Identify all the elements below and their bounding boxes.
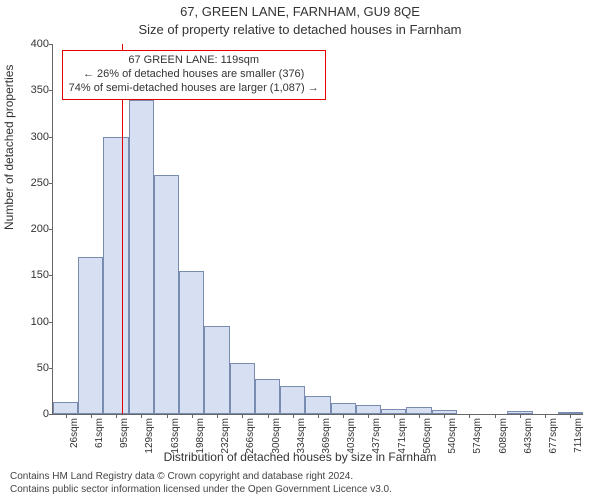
x-tick-mark [368, 414, 369, 418]
x-tick-label: 574sqm [472, 418, 483, 454]
x-tick-mark [141, 414, 142, 418]
x-tick-mark [91, 414, 92, 418]
x-tick-label: 334sqm [296, 418, 307, 454]
y-tick-mark [49, 322, 53, 323]
x-tick-label: 300sqm [271, 418, 282, 454]
x-tick-label: 95sqm [119, 418, 130, 448]
x-tick-label: 437sqm [371, 418, 382, 454]
x-tick-mark [495, 414, 496, 418]
x-tick-label: 61sqm [94, 418, 105, 448]
x-tick-label: 198sqm [195, 418, 206, 454]
histogram-bar [406, 407, 431, 414]
y-tick-label: 350 [9, 84, 53, 96]
x-tick-label: 608sqm [498, 418, 509, 454]
y-tick-label: 300 [9, 131, 53, 143]
y-tick-mark [49, 368, 53, 369]
x-tick-label: 711sqm [573, 418, 584, 453]
x-tick-label: 506sqm [422, 418, 433, 454]
y-tick-label: 100 [9, 316, 53, 328]
histogram-bar [280, 386, 305, 414]
y-tick-mark [49, 183, 53, 184]
y-tick-label: 400 [9, 38, 53, 50]
x-tick-mark [343, 414, 344, 418]
histogram-bar [103, 137, 128, 415]
histogram-plot: 05010015020025030035040026sqm61sqm95sqm1… [52, 44, 583, 415]
histogram-bar [129, 100, 154, 415]
x-tick-label: 369sqm [321, 418, 332, 454]
info-box-line-1: 67 GREEN LANE: 119sqm [69, 54, 319, 68]
histogram-bar [356, 405, 381, 414]
y-tick-mark [49, 275, 53, 276]
histogram-bar [154, 175, 179, 414]
x-tick-mark [520, 414, 521, 418]
page-title-line2: Size of property relative to detached ho… [0, 22, 600, 37]
histogram-bar [204, 326, 229, 414]
x-tick-label: 643sqm [523, 418, 534, 454]
info-box: 67 GREEN LANE: 119sqm← 26% of detached h… [62, 50, 326, 99]
x-tick-label: 129sqm [144, 418, 155, 454]
footer-line1: Contains HM Land Registry data © Crown c… [10, 471, 392, 484]
page-title-line1: 67, GREEN LANE, FARNHAM, GU9 8QE [0, 4, 600, 19]
x-tick-mark [167, 414, 168, 418]
y-tick-label: 0 [9, 408, 53, 420]
x-tick-label: 403sqm [346, 418, 357, 454]
y-tick-mark [49, 229, 53, 230]
x-tick-mark [66, 414, 67, 418]
histogram-bar [78, 257, 103, 414]
x-tick-mark [444, 414, 445, 418]
x-tick-mark [419, 414, 420, 418]
x-tick-label: 163sqm [170, 418, 181, 454]
x-tick-label: 266sqm [245, 418, 256, 454]
y-tick-label: 50 [9, 362, 53, 374]
y-tick-mark [49, 414, 53, 415]
y-tick-label: 150 [9, 269, 53, 281]
x-axis-label: Distribution of detached houses by size … [0, 450, 600, 464]
x-tick-label: 677sqm [548, 418, 559, 454]
x-tick-label: 26sqm [69, 418, 80, 448]
histogram-bar [179, 271, 204, 414]
x-tick-mark [116, 414, 117, 418]
y-tick-label: 250 [9, 177, 53, 189]
x-tick-mark [192, 414, 193, 418]
x-tick-label: 471sqm [397, 418, 408, 454]
histogram-bar [331, 403, 356, 414]
x-tick-mark [268, 414, 269, 418]
x-tick-mark [394, 414, 395, 418]
y-tick-mark [49, 44, 53, 45]
footer-line2: Contains public sector information licen… [10, 484, 392, 497]
x-tick-label: 232sqm [220, 418, 231, 454]
x-tick-label: 540sqm [447, 418, 458, 454]
y-tick-label: 200 [9, 223, 53, 235]
x-tick-mark [545, 414, 546, 418]
x-tick-mark [217, 414, 218, 418]
y-tick-mark [49, 137, 53, 138]
info-box-line-2: ← 26% of detached houses are smaller (37… [69, 68, 319, 82]
histogram-bar [255, 379, 280, 414]
histogram-bar [53, 402, 78, 414]
x-tick-mark [242, 414, 243, 418]
footer-attribution: Contains HM Land Registry data © Crown c… [10, 471, 392, 496]
info-box-line-3: 74% of semi-detached houses are larger (… [69, 82, 319, 96]
histogram-bar [305, 396, 330, 415]
histogram-bar [230, 363, 255, 414]
x-tick-mark [318, 414, 319, 418]
x-tick-mark [293, 414, 294, 418]
x-tick-mark [570, 414, 571, 418]
y-tick-mark [49, 90, 53, 91]
x-tick-mark [469, 414, 470, 418]
